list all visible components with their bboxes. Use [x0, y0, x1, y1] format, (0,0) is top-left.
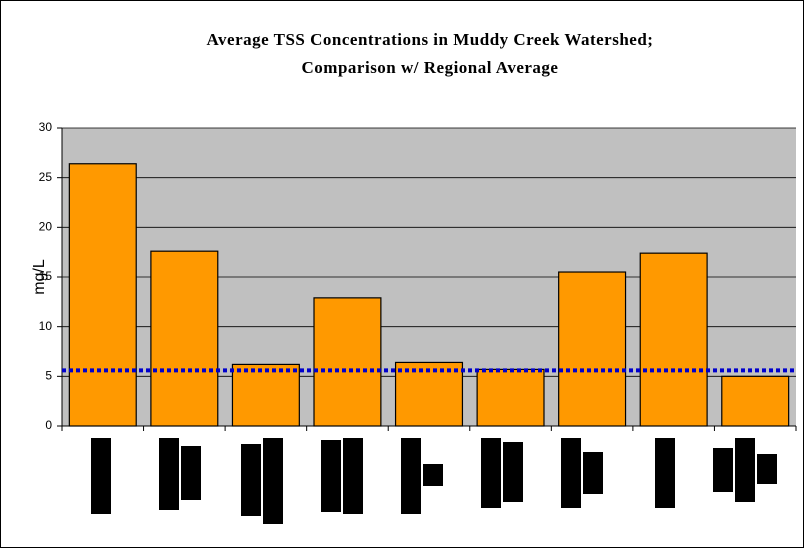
y-tick-label: 0: [45, 418, 52, 432]
bar: [721, 375, 790, 427]
bar: [313, 297, 382, 427]
y-tick-label: 30: [39, 120, 53, 134]
chart-title: Comparison w/ Regional Average: [302, 58, 559, 77]
y-tick-label: 10: [39, 319, 53, 333]
y-tick-label: 5: [45, 369, 52, 383]
chart-title: Average TSS Concentrations in Muddy Cree…: [207, 30, 654, 49]
bar: [68, 163, 137, 427]
redacted-labels: [91, 438, 777, 524]
bar: [394, 361, 464, 427]
bar: [231, 363, 300, 427]
y-tick-label: 20: [39, 220, 53, 234]
y-axis-label: mg/L: [31, 259, 48, 295]
bar: [558, 271, 627, 427]
bar: [476, 368, 545, 427]
bar: [639, 252, 708, 427]
bar: [150, 250, 219, 427]
y-tick-label: 25: [39, 170, 53, 184]
y-tick-label: 15: [39, 269, 53, 283]
